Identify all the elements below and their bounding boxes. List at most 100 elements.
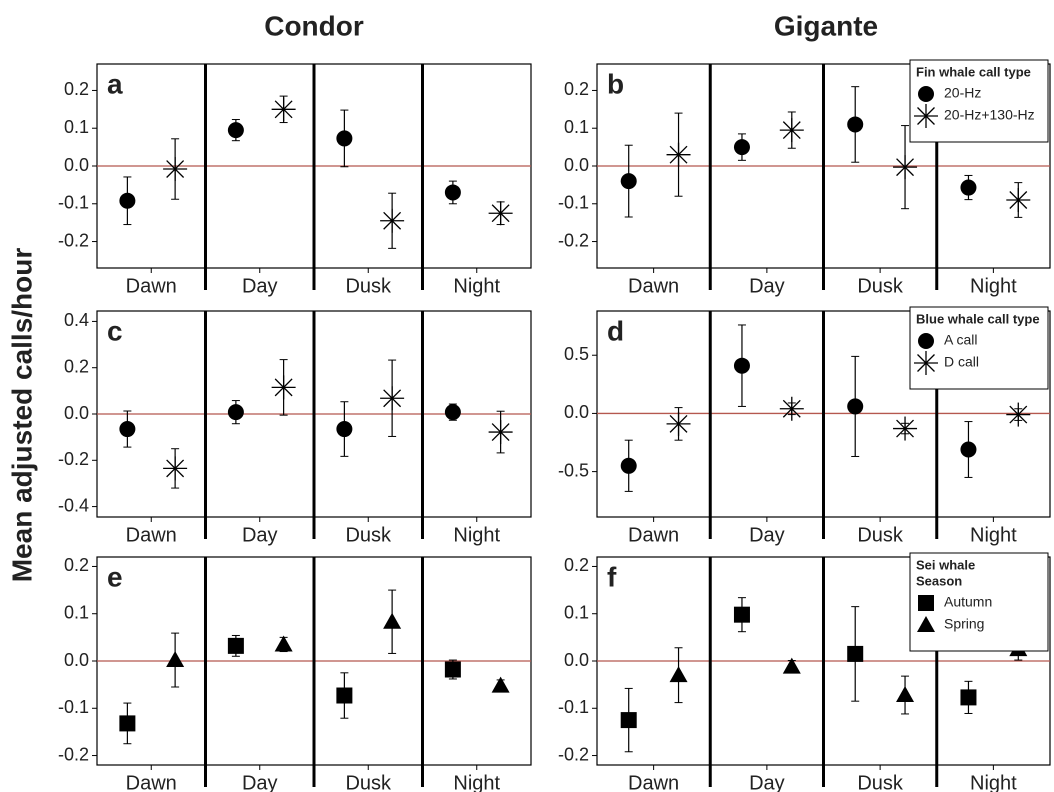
panel-label: c [107,315,123,346]
legend-marker [914,104,938,128]
y-tick-label: -0.2 [558,744,589,764]
point [227,404,244,421]
y-tick-label: 0.0 [64,155,89,175]
y-tick-label: 0.1 [564,117,589,137]
y-tick-label: 0.2 [564,555,589,575]
x-tick-label: Dawn [628,524,679,546]
marker-star-stroke [782,399,801,418]
x-tick-label: Dusk [857,275,904,297]
point [733,139,750,156]
y-tick-label: -0.1 [558,193,589,213]
x-tick-label: Dusk [857,524,904,546]
point [488,201,513,226]
x-tick-label: Night [970,772,1017,792]
marker-star-stroke [274,100,293,119]
legend-box [909,306,1049,390]
point [893,155,918,180]
marker-circle [918,333,934,349]
point [960,179,977,196]
legend-title: Season [916,573,962,588]
marker-star-stroke [782,121,801,140]
y-tick-label: 0.2 [64,356,89,376]
y-tick-label: -0.2 [58,744,89,764]
point [380,386,405,411]
x-tick-label: Day [242,275,278,297]
legend-marker [918,333,934,349]
y-tick-label: 0.4 [64,310,89,330]
point [620,457,637,474]
x-tick-label: Dusk [345,772,392,792]
point [383,612,402,629]
point [620,712,637,729]
y-axis-label: Mean adjusted calls/hour [6,248,37,583]
marker-star-stroke [383,211,402,230]
point [669,666,688,683]
marker-circle [733,139,750,156]
legend-label: A call [944,332,977,348]
marker-circle [960,179,977,196]
marker-circle [918,86,934,102]
point [119,715,136,732]
point [227,637,244,654]
marker-star-stroke [1009,191,1028,209]
x-tick-label: Day [749,524,785,546]
legend-label: D call [944,354,979,370]
panel-label: d [607,315,624,346]
marker-circle [620,173,637,190]
legend-marker [914,351,938,375]
legend-title: Sei whale [916,557,975,572]
marker-square [227,637,244,654]
marker-square [733,606,750,623]
marker-star-stroke [669,145,688,164]
point [1006,402,1031,427]
point [444,661,461,678]
legend-box [909,59,1049,143]
marker-circle [119,192,136,209]
y-tick-label: 0.0 [564,650,589,670]
y-tick-label: 0.0 [64,403,89,423]
marker-circle [444,184,461,201]
legend-label: Spring [944,616,984,632]
y-tick-label: 0.0 [64,650,89,670]
x-tick-label: Day [242,524,278,546]
marker-triangle [491,676,510,693]
marker-square [444,661,461,678]
marker-triangle [669,666,688,683]
x-tick-label: Dawn [628,275,679,297]
y-tick-label: 0.5 [564,344,589,364]
point [620,173,637,190]
x-tick-label: Night [970,275,1017,297]
x-tick-label: Night [453,275,500,297]
point [444,404,461,421]
marker-square [336,687,353,704]
x-tick-label: Night [970,524,1017,546]
panel-label: f [607,561,617,592]
marker-star-stroke [1009,405,1028,424]
marker-circle [847,116,864,133]
marker-star-stroke [917,354,935,372]
point [779,396,804,421]
y-tick-label: 0.1 [564,602,589,622]
column-title: Condor [264,10,364,41]
marker-circle [227,122,244,139]
y-tick-label: -0.2 [58,449,89,469]
legend-label: Autumn [944,594,992,610]
point [847,116,864,133]
marker-star-stroke [166,160,185,178]
point [163,456,188,481]
y-tick-label: -0.2 [58,230,89,250]
panel-label: a [107,68,123,99]
marker-triangle [383,612,402,629]
panel-label: e [107,561,123,592]
marker-circle [444,404,461,421]
marker-circle [960,441,977,458]
x-tick-label: Night [453,524,500,546]
point [847,398,864,415]
marker-circle [336,130,353,147]
y-tick-label: -0.1 [558,697,589,717]
point [733,606,750,623]
marker-circle [733,357,750,374]
point [227,122,244,139]
y-tick-label: 0.2 [64,555,89,575]
